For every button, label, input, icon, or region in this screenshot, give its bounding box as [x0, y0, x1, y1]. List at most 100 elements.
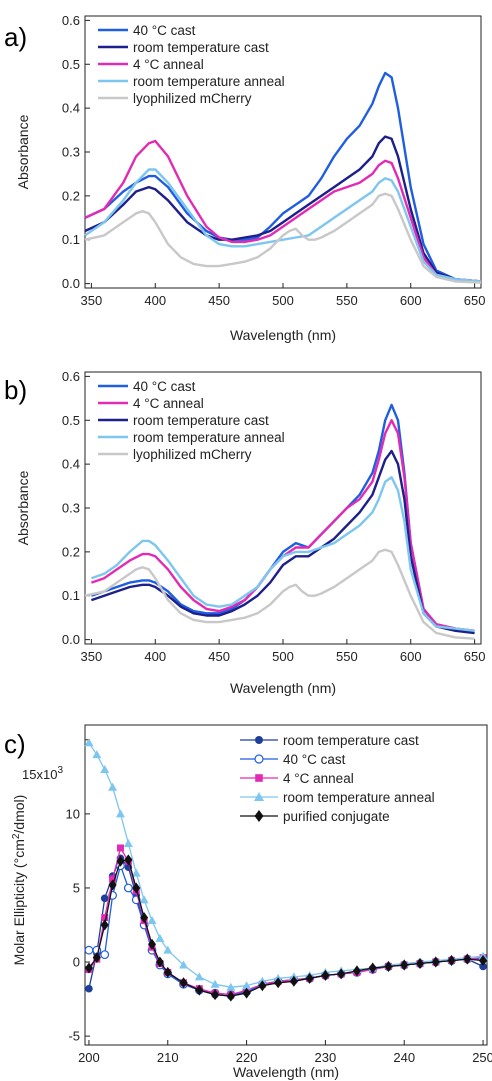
series-line	[84, 139, 482, 283]
data-point	[479, 955, 488, 967]
data-point	[108, 879, 117, 891]
data-point	[305, 972, 314, 984]
x-tick-label: 500	[272, 649, 294, 664]
y-tick-label: 0.3	[62, 501, 80, 516]
x-axis-label: Wavelength (nm)	[233, 1064, 339, 1080]
data-point	[100, 764, 110, 773]
y-tick-label: 0.2	[62, 544, 80, 559]
y-tick-label: 0.4	[62, 101, 80, 116]
legend-label: room temperature cast	[133, 413, 269, 428]
y-tick-label: 0.6	[62, 369, 80, 384]
data-point	[226, 990, 235, 1002]
legend-label: 4 °C anneal	[133, 396, 204, 411]
data-point	[84, 962, 93, 974]
data-point	[479, 962, 487, 971]
legend-label: 4 °C anneal	[283, 771, 354, 786]
x-tick-label: 450	[208, 293, 230, 308]
y-tick-label: 0.0	[62, 276, 80, 291]
series-line	[84, 135, 482, 283]
axis-ticks: 200 210 220 230 240 250 -5 0 5 10	[66, 739, 492, 1065]
panel-a: a) 350 400 450 500 550 600 650 0.0 0.1 0.2 0.3 0.4 0…	[4, 13, 485, 343]
x-tick-label: 350	[81, 649, 103, 664]
series-line	[91, 476, 475, 632]
y-tick-label: 0.5	[62, 413, 80, 428]
data-point	[337, 968, 346, 980]
data-point	[155, 933, 165, 942]
y-tick-label: 0.1	[62, 232, 80, 247]
data-point	[92, 952, 101, 964]
y-axis-label: Absorbance	[15, 114, 31, 189]
x-tick-label: 210	[157, 1050, 179, 1065]
legend-marker	[254, 754, 264, 764]
legend: 40 °C cast room temperature cast 4 °C anne…	[98, 23, 285, 106]
data-point	[123, 883, 133, 893]
x-tick-label: 450	[208, 649, 230, 664]
legend-marker	[255, 774, 263, 782]
data-point	[194, 972, 204, 981]
data-point	[179, 977, 188, 989]
data-point	[100, 894, 109, 903]
data-point	[123, 839, 133, 848]
y-tick-label: 5	[73, 880, 80, 895]
data-point	[100, 950, 110, 960]
data-point	[368, 962, 377, 974]
data-point	[242, 981, 252, 990]
y-tick-label: 10	[66, 806, 80, 821]
y-tick-label: 0.6	[62, 13, 80, 28]
data-point	[210, 979, 220, 988]
data-point	[242, 987, 251, 999]
series-group	[84, 403, 475, 640]
data-point	[416, 958, 424, 970]
data-point	[109, 875, 117, 883]
axis-ticks: 350 400 450 500 550 600 650 0.0 0.1 0.2 0.3 0.4 0.5 0…	[62, 369, 486, 664]
y-tick-label: 0.5	[62, 57, 80, 72]
x-tick-label: 600	[400, 293, 422, 308]
data-point	[84, 945, 94, 955]
data-point	[195, 984, 204, 996]
data-point	[92, 750, 102, 759]
x-axis-label: Wavelength (nm)	[230, 680, 336, 696]
panel-label: a)	[4, 22, 27, 52]
data-point	[124, 854, 133, 866]
data-point	[139, 895, 149, 904]
data-point	[400, 959, 409, 971]
x-axis-label: Wavelength (nm)	[230, 327, 336, 343]
x-tick-label: 230	[315, 1050, 337, 1065]
legend: room temperature cast 40 °C cast 4 °C anne…	[240, 733, 435, 824]
data-point	[101, 914, 109, 922]
data-point	[447, 955, 456, 967]
series-line	[91, 403, 475, 632]
legend-marker	[254, 792, 264, 801]
data-point	[147, 916, 157, 925]
x-tick-label: 650	[464, 649, 486, 664]
data-point	[384, 960, 393, 972]
y-tick-label: 0	[73, 955, 80, 970]
y-multiplier: 15x103	[22, 765, 63, 782]
x-tick-label: 550	[336, 649, 358, 664]
legend-marker	[254, 810, 264, 822]
legend-label: room temperature cast	[283, 733, 419, 748]
x-tick-label: 650	[464, 293, 486, 308]
x-tick-label: 240	[393, 1050, 415, 1065]
y-axis-label: Molar Ellipticity (°cm2/dmol)	[11, 795, 27, 966]
x-tick-label: 600	[400, 649, 422, 664]
legend-label: room temperature cast	[133, 40, 269, 55]
data-point	[163, 945, 173, 954]
legend-label: 4 °C anneal	[133, 57, 204, 72]
legend-label: 40 °C cast	[133, 23, 196, 38]
series-line	[84, 548, 475, 640]
legend-label: room temperature anneal	[133, 430, 285, 445]
data-point	[115, 809, 125, 818]
legend-label: lyophilized mCherry	[133, 447, 252, 462]
data-point	[100, 919, 109, 931]
series-line	[91, 449, 475, 635]
data-point	[131, 868, 141, 877]
data-point	[226, 982, 236, 991]
data-point	[85, 984, 93, 993]
series-line	[88, 847, 484, 996]
data-point	[431, 956, 440, 968]
legend-marker	[255, 736, 263, 744]
data-point	[108, 782, 118, 791]
data-point	[274, 977, 283, 989]
y-tick-label: 0.2	[62, 188, 80, 203]
